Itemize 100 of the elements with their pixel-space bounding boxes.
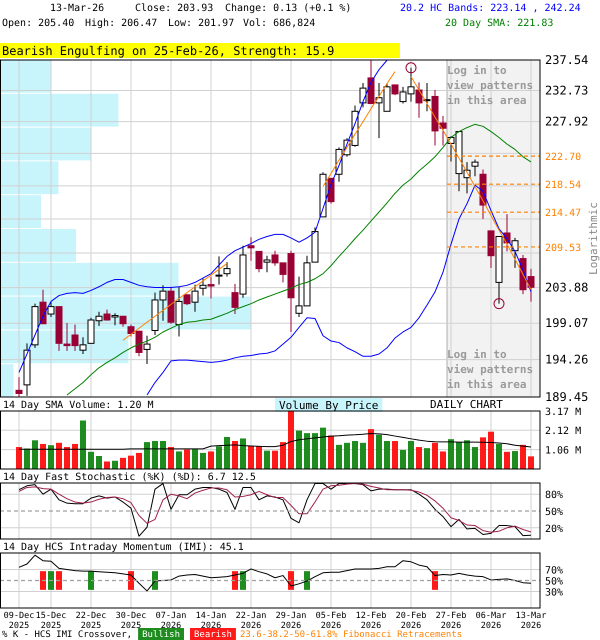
bar [448,439,454,469]
text: 20.2 HC Bands: 223.14 , 242.24 [400,3,581,14]
candlestick [80,336,86,354]
bar [184,450,190,469]
bar [360,442,366,469]
y-tick-label: 232.73 [545,83,588,98]
y-tick-label: 189.45 [545,390,588,404]
bar [256,446,262,469]
candlestick [48,300,54,318]
y-tick-label: 3.17 M [545,407,582,418]
x-tick-label: 20-Feb 2026 [396,611,426,631]
y-tick-label: 50% [545,576,564,588]
y-tick-label: 2.12 M [545,426,582,438]
bar [328,436,334,469]
text: 20 Day SMA: 221.83 [445,18,554,29]
bar [216,446,222,469]
bar [464,440,470,469]
line-series [66,124,532,396]
candlestick [512,237,518,268]
bar [112,460,118,469]
bar [240,438,246,469]
ref-line-label: 222.70 [545,152,582,164]
annotation: DAILY CHART [430,398,504,411]
bar [208,451,214,469]
candlestick [184,294,190,306]
candlestick [40,289,46,324]
chart-title: 14 Day Fast Stochastic (%K) (%D): 6.7 12.5 [3,472,256,483]
x-tick-label: 30-Dec 2025 [116,611,146,631]
bar [288,411,294,469]
x-tick-label: 29-Jan 2026 [276,611,306,631]
candlestick [176,286,182,338]
bar [32,440,38,469]
line-series [122,263,228,341]
bar [296,430,302,469]
bar [24,448,30,469]
x-tick-label: 14-Jan 2026 [196,611,226,631]
bar [152,441,158,469]
bar [128,456,134,469]
x-tick-label: 15-Dec 2025 [36,611,66,631]
candlestick [256,250,262,273]
bar [56,442,62,469]
bar [40,444,46,469]
bar [456,442,462,469]
bar [48,445,54,469]
bar [104,462,110,469]
text: 23.6-38.2-50-61.8% Fibonacci Retracements [240,630,462,640]
bar [136,452,142,469]
bar [496,444,502,469]
bar [392,441,398,469]
text: High: 206.47 [85,18,158,29]
candlestick [200,278,206,296]
bar [384,441,390,469]
candlestick [264,255,270,273]
bar [416,447,422,469]
x-tick-label: 07-Jan 2026 [156,611,186,631]
bar [512,451,518,469]
bar [424,448,430,469]
text: Volume By Price [279,399,378,412]
bar [96,456,102,469]
y-axis-title: Logarithmic [587,202,600,275]
candlestick [248,236,254,262]
chart-title: 14 Day SMA Volume: 1.20 M [3,400,154,411]
bar [280,442,286,469]
bar [88,452,94,469]
text: Open: 205.40 [2,18,74,29]
bar [408,441,414,469]
bar [488,432,494,469]
bar [504,452,510,469]
chart-title: Bearish Engulfing on 25-Feb-26, Strength: 15.9 [2,44,334,58]
text: Change: 0.13 (+0.1 %) [225,3,352,14]
y-tick-label: 1.06 M [545,446,582,457]
bar [264,450,270,469]
candlestick [232,283,238,315]
bar [480,437,486,469]
bar [16,447,22,469]
line-series [322,71,396,188]
bar [520,444,526,469]
y-tick-label: 194.26 [545,352,588,367]
bar [336,444,342,469]
text: Low: 201.97 [168,18,234,29]
bar [232,441,238,469]
bar [472,447,478,469]
y-tick-label: 50% [545,507,564,518]
x-tick-label: 05-Feb 2026 [316,611,346,631]
candlestick [392,84,398,96]
text: Bearish [194,630,232,640]
line-series [146,184,532,396]
annotation: Log in to view patterns in this area [447,348,534,391]
x-tick-label: 09-Dec 2025 [4,611,34,631]
bar [528,456,534,469]
bar [440,451,446,469]
x-tick-label: 06-Mar 2026 [476,611,506,631]
x-tick-label: 27-Feb 2026 [436,611,466,631]
bar [368,429,374,469]
bar [344,442,350,469]
candlestick [424,82,430,112]
line-series [18,60,388,373]
bar [312,433,318,469]
bar [72,444,78,469]
candlestick [192,284,198,312]
